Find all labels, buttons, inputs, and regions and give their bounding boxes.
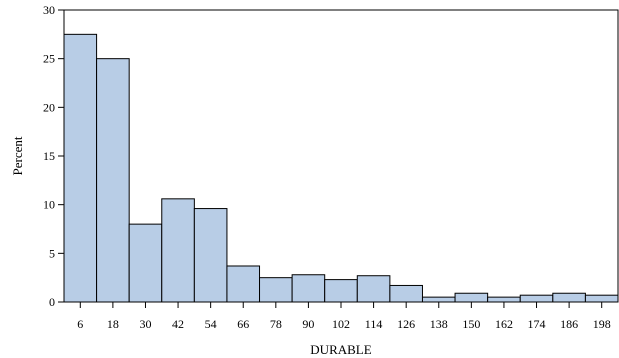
histogram-bar-6 xyxy=(63,33,98,303)
x-tick-label: 18 xyxy=(107,317,119,331)
x-tick-label: 66 xyxy=(237,317,249,331)
x-tick-label: 90 xyxy=(302,317,314,331)
x-tick-label: 30 xyxy=(139,317,151,331)
y-tick-label: 20 xyxy=(43,100,55,114)
x-tick-label: 174 xyxy=(528,317,546,331)
x-tick-label: 42 xyxy=(172,317,184,331)
histogram-bar-186 xyxy=(552,292,586,303)
histogram-bar-198 xyxy=(584,294,619,303)
histogram-bar-138 xyxy=(421,296,456,303)
x-tick-label: 114 xyxy=(365,317,383,331)
x-axis: 6 18 30 42 54 66 78 90 102 114 126 138 150 162 174 186 1… xyxy=(77,302,611,331)
x-tick-label: 54 xyxy=(205,317,217,331)
histogram-bar-174 xyxy=(519,294,554,303)
y-tick-label: 0 xyxy=(49,295,55,309)
x-tick-label: 126 xyxy=(397,317,415,331)
x-tick-label: 186 xyxy=(560,317,578,331)
histogram-bar-126 xyxy=(389,284,423,303)
x-tick-label: 102 xyxy=(332,317,350,331)
y-tick-label: 10 xyxy=(43,198,55,212)
bars-group xyxy=(63,33,619,303)
x-tick-label: 162 xyxy=(495,317,513,331)
y-tick-label: 30 xyxy=(43,3,55,17)
y-tick-label: 15 xyxy=(43,149,55,163)
histogram-bar-18 xyxy=(96,58,130,303)
x-tick-label: 198 xyxy=(593,317,611,331)
x-axis-title: DURABLE xyxy=(310,342,371,357)
histogram-bar-114 xyxy=(356,275,391,303)
y-tick-label: 25 xyxy=(43,52,55,66)
y-tick-label: 5 xyxy=(49,246,55,260)
histogram-bar-102 xyxy=(324,279,358,303)
y-axis-title: Percent xyxy=(10,136,25,175)
histogram-bar-42 xyxy=(161,198,195,303)
y-axis: 0 5 10 15 20 25 30 xyxy=(43,3,64,309)
x-tick-label: 138 xyxy=(430,317,448,331)
x-tick-label: 6 xyxy=(77,317,83,331)
histogram-bar-150 xyxy=(454,292,489,303)
histogram-bar-90 xyxy=(291,274,326,303)
histogram-bar-66 xyxy=(226,265,261,303)
histogram-bar-54 xyxy=(193,208,228,303)
histogram-bar-78 xyxy=(259,277,293,303)
x-tick-label: 150 xyxy=(462,317,480,331)
histogram-bar-162 xyxy=(487,296,521,303)
histogram-bar-30 xyxy=(128,223,163,303)
x-tick-label: 78 xyxy=(270,317,282,331)
